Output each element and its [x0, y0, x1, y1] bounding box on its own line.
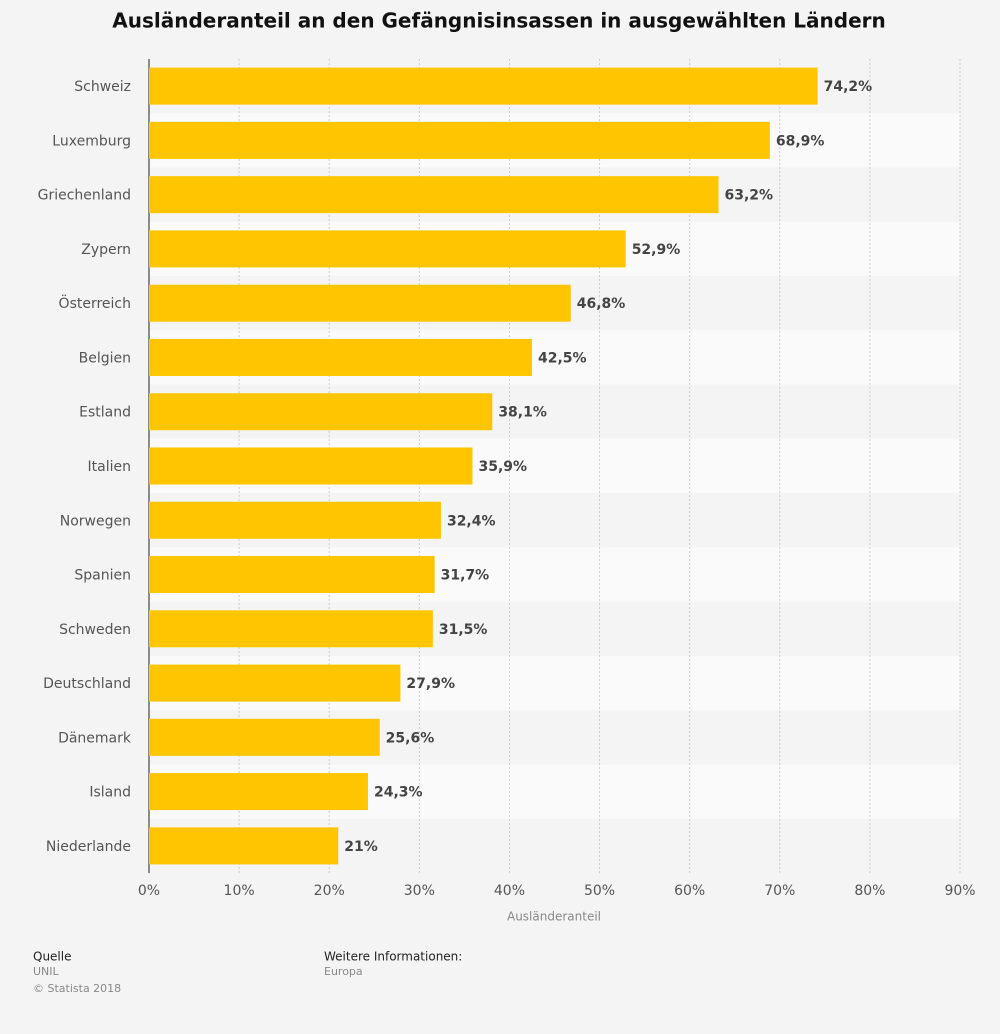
bar	[149, 664, 401, 702]
y-tick-label: Island	[89, 785, 131, 801]
x-tick-label: 40%	[494, 883, 525, 899]
bar	[149, 67, 818, 105]
x-tick-label: 20%	[314, 883, 345, 899]
y-tick-label: Luxemburg	[52, 133, 131, 149]
y-tick-label: Spanien	[74, 568, 131, 584]
x-tick-label: 90%	[944, 883, 975, 899]
bar	[149, 447, 473, 485]
x-tick-label: 10%	[224, 883, 255, 899]
x-tick-label: 30%	[404, 883, 435, 899]
bar	[149, 338, 532, 376]
x-tick-label: 60%	[674, 883, 705, 899]
bar	[149, 610, 433, 648]
value-label: 35,9%	[478, 459, 527, 475]
y-tick-label: Deutschland	[43, 676, 131, 692]
bar	[149, 501, 441, 539]
source-label: Quelle	[33, 950, 71, 964]
info-text: Europa	[324, 965, 363, 978]
source-text: UNIL	[33, 965, 60, 978]
copyright: © Statista 2018	[33, 982, 121, 995]
bar	[149, 773, 368, 811]
x-tick-label: 0%	[138, 883, 160, 899]
bar	[149, 230, 626, 268]
y-tick-label: Schweiz	[74, 79, 131, 95]
chart-title: Ausländeranteil an den Gefängnisinsassen…	[112, 9, 886, 33]
value-label: 25,6%	[386, 730, 435, 746]
y-tick-label: Schweden	[59, 622, 131, 638]
value-label: 63,2%	[725, 188, 774, 204]
y-tick-label: Griechenland	[38, 188, 131, 204]
y-tick-label: Österreich	[59, 294, 131, 312]
value-label: 38,1%	[498, 405, 547, 421]
y-tick-label: Belgien	[79, 350, 131, 366]
bar	[149, 393, 493, 431]
bar	[149, 284, 571, 322]
x-tick-label: 50%	[584, 883, 615, 899]
value-label: 24,3%	[374, 785, 423, 801]
x-tick-label: 70%	[764, 883, 795, 899]
value-label: 68,9%	[776, 133, 825, 149]
value-label: 31,5%	[439, 622, 488, 638]
value-label: 27,9%	[406, 676, 455, 692]
bar	[149, 718, 380, 756]
value-label: 21%	[344, 839, 378, 855]
y-tick-label: Niederlande	[46, 839, 131, 855]
value-label: 31,7%	[441, 568, 490, 584]
x-axis-label: Ausländeranteil	[507, 910, 601, 924]
y-tick-label: Norwegen	[60, 513, 131, 529]
value-label: 32,4%	[447, 513, 496, 529]
value-label: 52,9%	[632, 242, 681, 258]
x-tick-label: 80%	[854, 883, 885, 899]
value-label: 46,8%	[577, 296, 626, 312]
y-tick-label: Estland	[79, 405, 131, 421]
y-tick-label: Italien	[88, 459, 131, 475]
bar	[149, 176, 719, 214]
y-tick-label: Dänemark	[58, 730, 132, 746]
info-label: Weitere Informationen:	[324, 950, 462, 964]
y-tick-label: Zypern	[81, 242, 131, 258]
value-label: 74,2%	[824, 79, 873, 95]
bar	[149, 827, 339, 865]
bar	[149, 121, 770, 159]
value-label: 42,5%	[538, 350, 587, 366]
bar	[149, 556, 435, 594]
